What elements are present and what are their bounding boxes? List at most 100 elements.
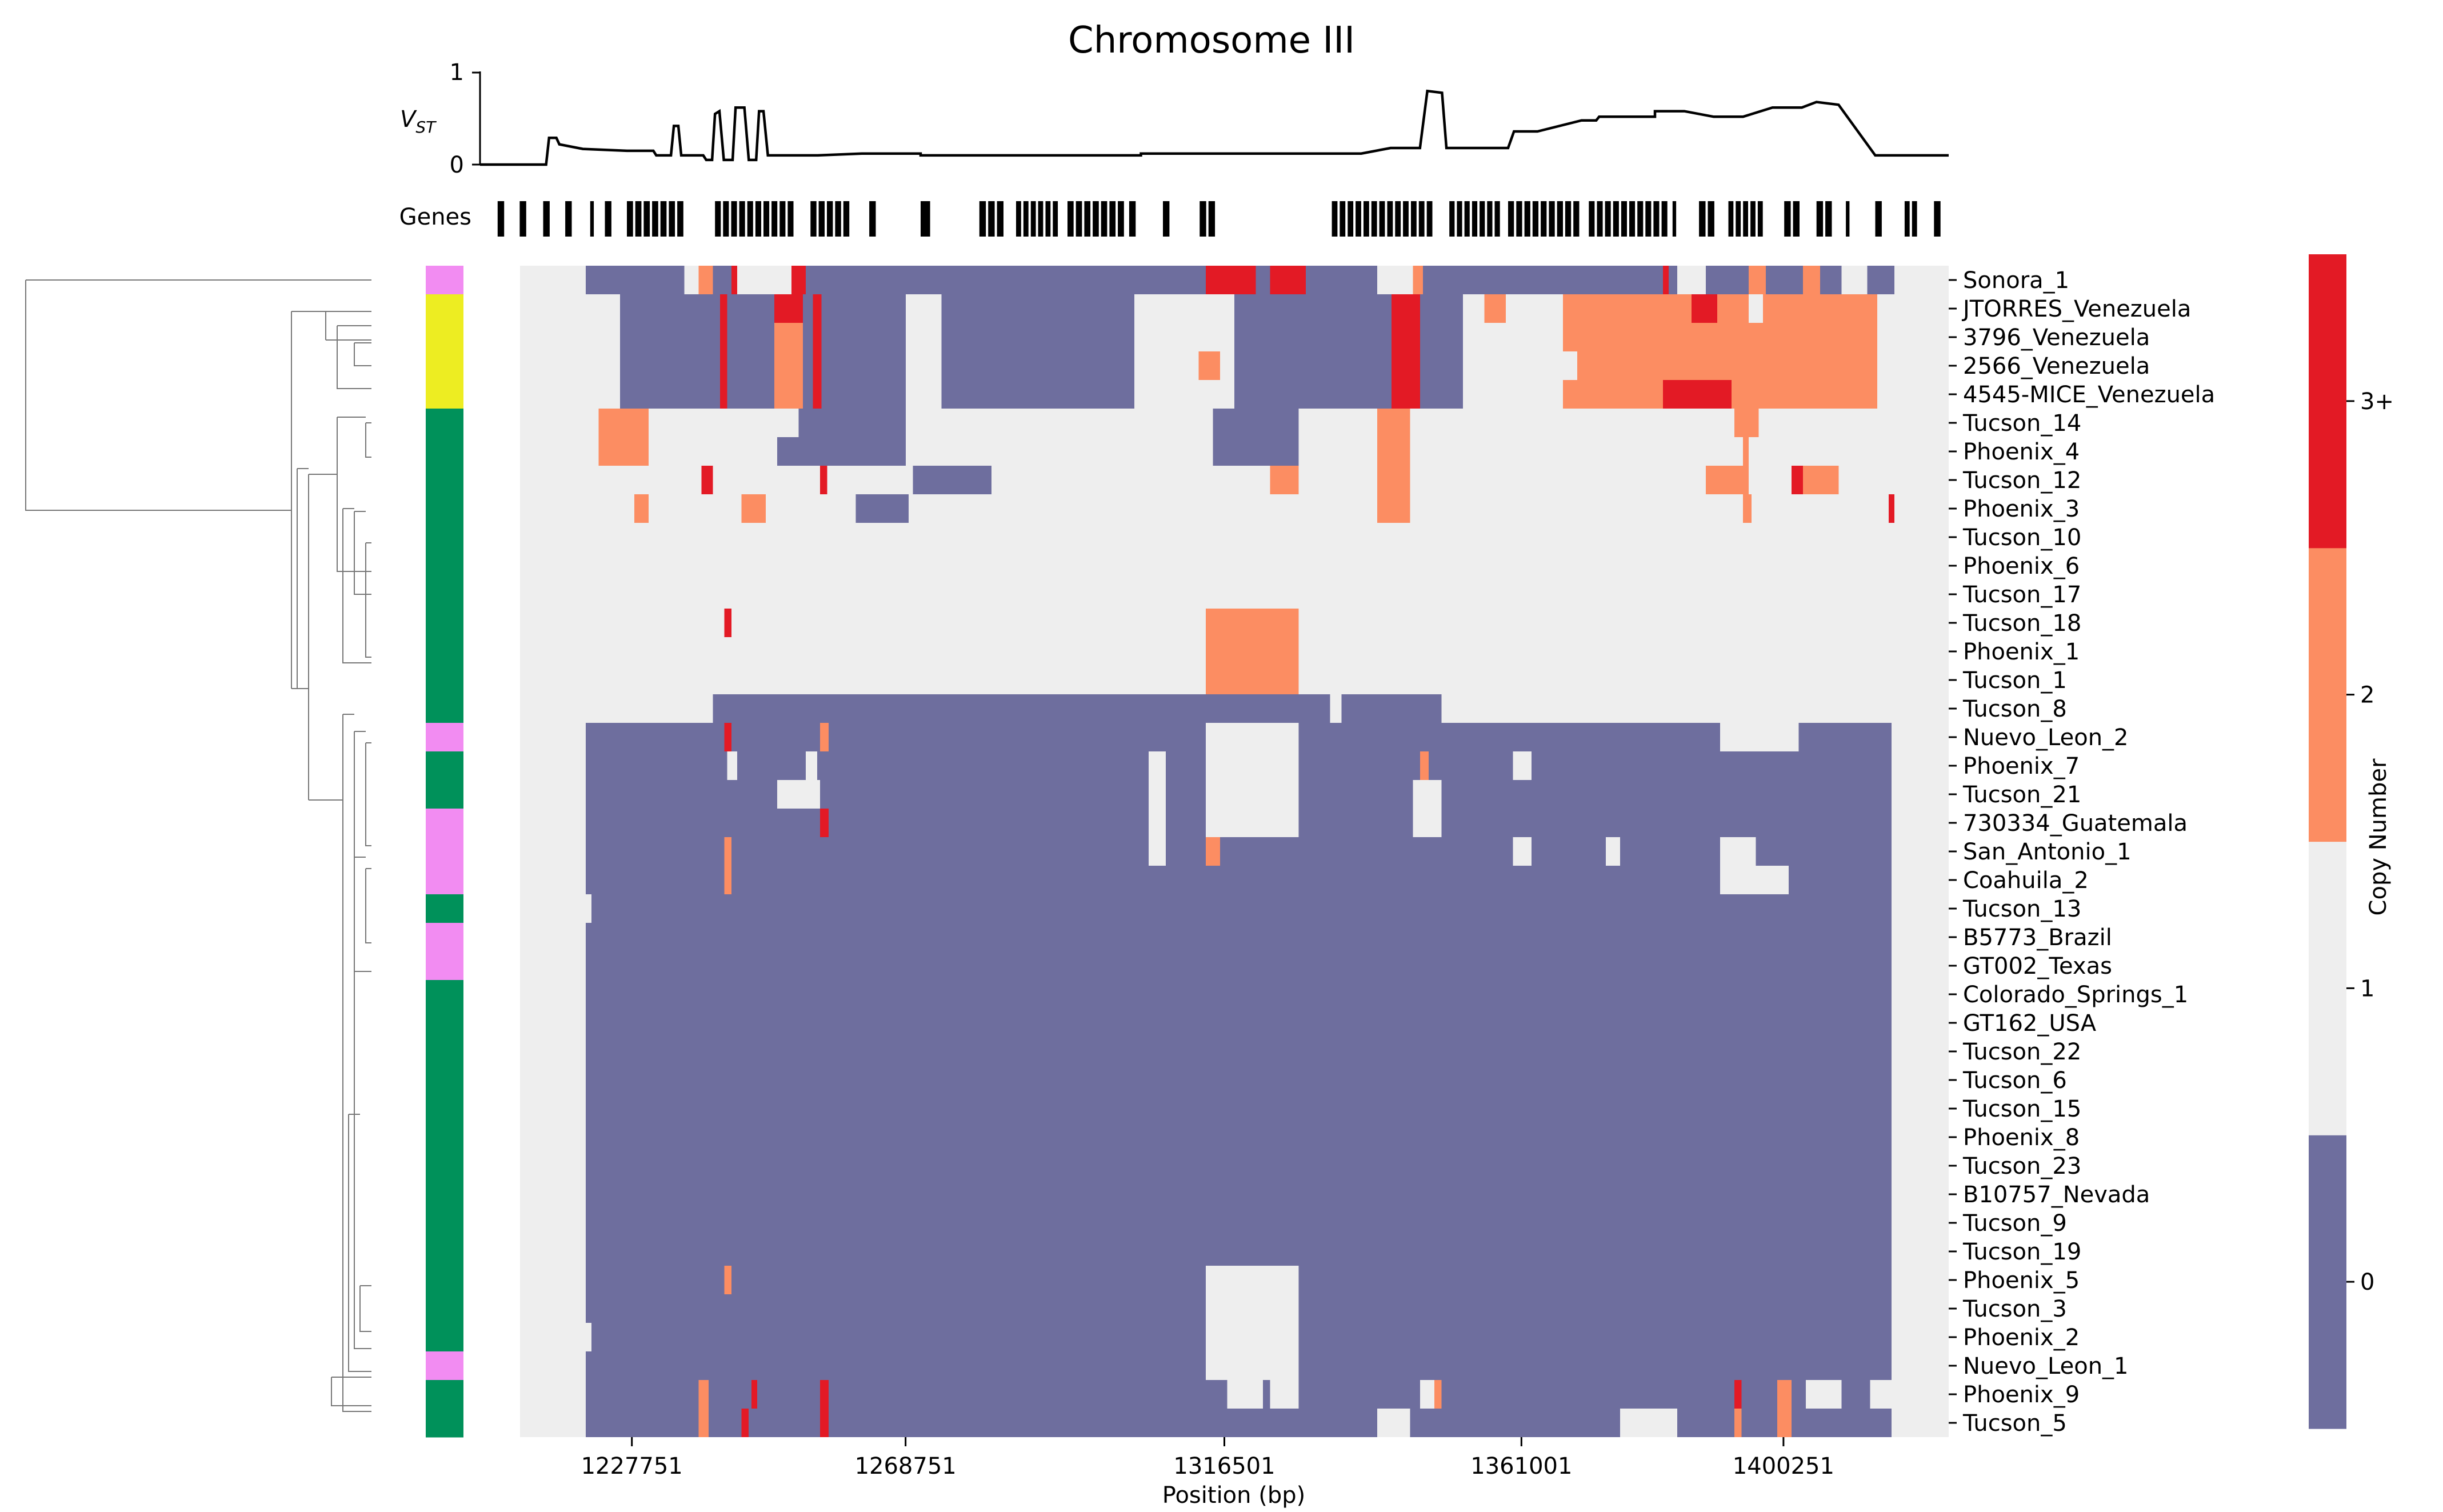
heatmap-cell	[1213, 409, 1228, 437]
group-cell	[426, 951, 463, 981]
heatmap-cell	[1298, 809, 1413, 837]
heatmap-cell	[720, 323, 727, 351]
gene-block	[1934, 201, 1941, 237]
gene-block	[1403, 201, 1409, 237]
group-cell	[426, 1151, 463, 1181]
heatmap-cell	[724, 1266, 731, 1294]
heatmap-cell	[1206, 637, 1299, 666]
sample-label: Tucson_19	[1962, 1239, 2081, 1265]
group-cell	[426, 266, 463, 295]
gene-block	[1053, 201, 1058, 237]
heatmap-cell	[820, 466, 827, 494]
sample-label: Phoenix_9	[1963, 1382, 2080, 1408]
gene-block	[827, 201, 833, 237]
heatmap-cell	[1270, 466, 1299, 494]
heatmap-cell	[1392, 294, 1420, 323]
heatmap-cell	[1206, 1380, 1228, 1409]
heatmap-cell	[777, 437, 906, 466]
heatmap-cell	[1789, 866, 1892, 894]
gene-block	[677, 201, 683, 237]
vst-axis-label: VST	[400, 106, 437, 137]
gene-block	[997, 201, 1003, 237]
group-cell	[426, 1380, 463, 1409]
heatmap-cell	[591, 1323, 1206, 1351]
colorbar-tick-label: 3+	[2360, 389, 2394, 415]
group-cell	[426, 1094, 463, 1123]
sample-label: Tucson_10	[1962, 525, 2081, 551]
x-tick-label: 1361001	[1470, 1453, 1572, 1479]
group-cell	[426, 380, 463, 409]
heatmap-cell	[586, 951, 1892, 980]
heatmap-cell	[1669, 266, 1677, 294]
heatmap-cell	[1749, 266, 1766, 294]
heatmap-cell	[1423, 266, 1663, 294]
heatmap-cell	[1663, 266, 1669, 294]
gene-block	[1524, 201, 1530, 237]
heatmap-cell	[724, 837, 731, 866]
heatmap-cell	[1420, 751, 1429, 780]
heatmap-cell	[620, 323, 720, 351]
heatmap-cell	[586, 866, 1720, 894]
gene-block	[1557, 201, 1563, 237]
heatmap-cell	[1532, 837, 1606, 866]
x-axis-label: Position (bp)	[1162, 1482, 1305, 1509]
x-tick-label: 1268751	[855, 1453, 957, 1479]
heatmap-cell	[1870, 1380, 1892, 1409]
gene-block	[1757, 201, 1763, 237]
sample-label: Coahuila_2	[1963, 867, 2089, 894]
gene-block	[1508, 201, 1514, 237]
group-cell	[426, 494, 463, 523]
gene-block	[1075, 201, 1082, 237]
heatmap-cell	[941, 380, 1134, 409]
heatmap-cell	[1298, 780, 1413, 809]
group-cell	[426, 809, 463, 838]
heatmap-cell	[698, 266, 713, 294]
gene-block	[771, 201, 778, 237]
gene-block	[1605, 201, 1611, 237]
sample-label: Tucson_8	[1962, 696, 2067, 722]
colorbar-tick-label: 2	[2360, 682, 2374, 709]
sample-label: Phoenix_8	[1963, 1125, 2080, 1151]
heatmap-cell	[701, 466, 713, 494]
gene-block	[921, 201, 930, 237]
heatmap-cell	[724, 866, 731, 894]
heatmap-cell	[813, 380, 822, 409]
gene-block	[1793, 201, 1800, 237]
heatmap-cell	[1298, 694, 1330, 723]
colorbar-tick-label: 1	[2360, 975, 2374, 1002]
sample-label: GT162_USA	[1963, 1010, 2097, 1037]
gene-block	[1846, 201, 1850, 237]
heatmap-cell	[724, 723, 731, 751]
gene-block	[779, 201, 786, 237]
heatmap-cell	[724, 609, 731, 637]
gene-block	[1340, 201, 1346, 237]
group-cell	[426, 1409, 463, 1438]
gene-block	[715, 201, 721, 237]
heatmap-cell	[1706, 466, 1749, 494]
gene-block	[660, 201, 667, 237]
gene-block	[1743, 201, 1748, 237]
heatmap-cell	[1392, 323, 1420, 351]
group-cell	[426, 866, 463, 895]
heatmap-cell	[1306, 266, 1377, 294]
group-cell	[426, 780, 463, 809]
colorbar: 0 1 2 3+	[2309, 254, 2394, 1429]
gene-block	[1163, 201, 1170, 237]
heatmap-cell	[1206, 266, 1256, 294]
gene-block	[1418, 201, 1425, 237]
heatmap-cell	[586, 1380, 1206, 1409]
sample-label: Phoenix_5	[1963, 1267, 2080, 1294]
heatmap-cell	[803, 380, 813, 409]
group-cell	[426, 466, 463, 495]
sample-label: 2566_Venezuela	[1963, 353, 2150, 379]
heatmap-cell	[1234, 294, 1392, 323]
heatmap-cell	[1777, 1409, 1792, 1437]
heatmap-cell	[1429, 751, 1513, 780]
gene-block	[1356, 201, 1361, 237]
sample-label: 730334_Guatemala	[1963, 810, 2188, 837]
heatmap-cell	[1803, 266, 1820, 294]
x-axis: 1227751 1268751 1316501 1361001 1400251	[581, 1437, 1834, 1479]
heatmap-cell	[803, 323, 813, 351]
colorbar-segment	[2309, 254, 2346, 549]
heatmap-cell	[1270, 266, 1306, 294]
